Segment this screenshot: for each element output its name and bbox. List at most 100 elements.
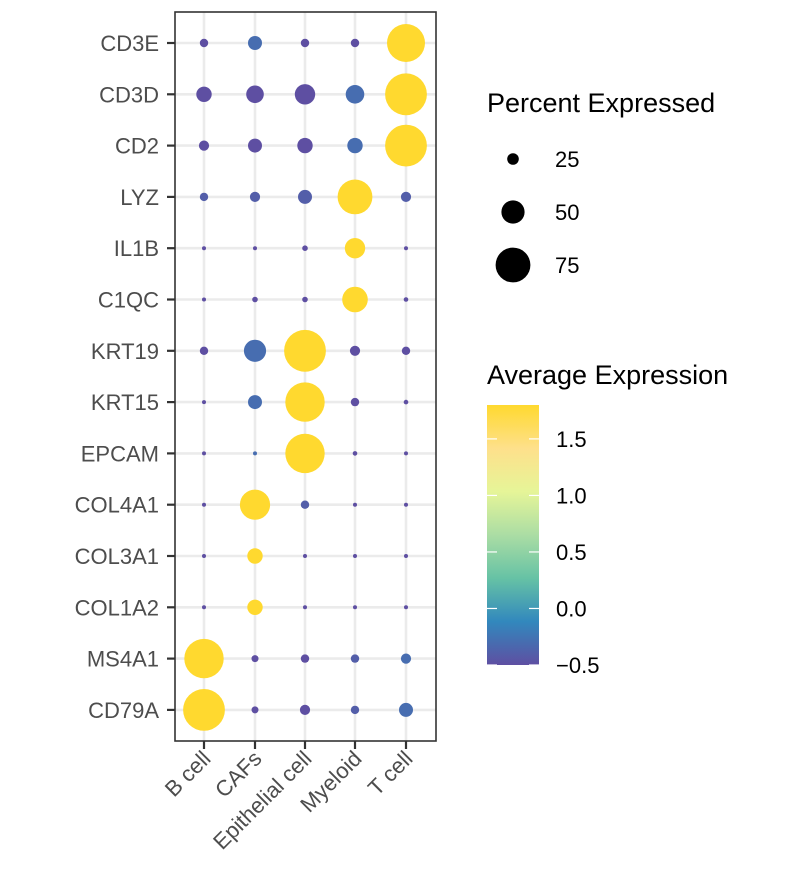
dot <box>284 329 326 372</box>
dot <box>247 599 263 615</box>
dot <box>199 192 209 202</box>
y-tick-label: IL1B <box>114 236 159 261</box>
dot <box>253 451 257 456</box>
y-tick-label: COL3A1 <box>75 544 159 569</box>
size-legend-title: Percent Expressed <box>487 88 715 118</box>
dot <box>399 702 413 717</box>
y-tick-label: CD79A <box>88 698 159 723</box>
dot <box>196 86 212 103</box>
dot <box>350 38 360 48</box>
colorbar-label: 1.0 <box>556 483 587 508</box>
y-tick-label: KRT15 <box>91 390 159 415</box>
dot <box>239 489 271 520</box>
dot <box>199 346 209 355</box>
color-legend-title: Average Expression <box>487 360 728 390</box>
colorbar-label: 0.0 <box>556 596 587 621</box>
dot <box>249 191 261 202</box>
dot <box>347 137 363 154</box>
colorbar-label: 0.5 <box>556 540 587 565</box>
dot <box>303 554 307 558</box>
dot <box>202 246 206 251</box>
colorbar-label: 1.5 <box>556 427 587 452</box>
dot <box>198 140 210 151</box>
dot <box>302 245 308 251</box>
dot <box>342 286 368 313</box>
dot <box>248 395 262 410</box>
y-tick-label: EPCAM <box>81 441 159 466</box>
dot <box>353 502 357 507</box>
dot <box>350 654 360 663</box>
dot <box>202 605 206 610</box>
dot <box>183 689 225 731</box>
dot <box>400 653 412 664</box>
dot <box>353 554 357 558</box>
dot <box>251 655 259 663</box>
dot <box>404 605 408 610</box>
dot <box>202 554 206 558</box>
dot <box>285 382 325 422</box>
dot <box>345 85 365 104</box>
dot <box>299 704 311 716</box>
y-tick-label: CD2 <box>115 134 159 159</box>
x-tick-label: T cell <box>363 746 418 801</box>
size-legend-label: 75 <box>555 253 579 278</box>
plot-panel <box>174 11 437 742</box>
y-tick-label: KRT19 <box>91 339 159 364</box>
dot <box>243 339 267 362</box>
colorbar <box>487 405 539 665</box>
dot <box>337 179 373 215</box>
dot <box>199 38 209 48</box>
colorbar-label: −0.5 <box>556 653 599 678</box>
y-tick-label: COL1A2 <box>75 595 159 620</box>
size-legend-label: 50 <box>555 200 579 225</box>
size-legend-key <box>507 153 519 165</box>
dot <box>246 85 264 104</box>
dot <box>184 638 224 679</box>
size-legend-key <box>495 247 531 283</box>
dot <box>251 706 259 714</box>
dot <box>300 654 310 663</box>
y-tick-label: COL4A1 <box>75 493 159 518</box>
color-legend: Average Expression −0.5 0.0 0.5 1.0 1.5 <box>487 360 728 678</box>
dot <box>401 346 411 355</box>
dot <box>387 24 425 62</box>
size-legend-key <box>501 200 525 224</box>
size-legend: Percent Expressed 25 50 75 <box>487 88 715 283</box>
dot <box>300 500 310 509</box>
dot <box>404 554 408 558</box>
dot <box>202 297 206 302</box>
dot <box>248 36 262 50</box>
y-tick-label: CD3E <box>100 31 159 56</box>
dot <box>404 246 408 251</box>
dot <box>297 137 313 154</box>
dots <box>183 24 427 731</box>
dot <box>303 605 307 610</box>
dot <box>285 433 325 474</box>
dot <box>202 451 206 456</box>
dot <box>403 297 409 302</box>
dot <box>385 73 427 116</box>
dot <box>350 397 360 407</box>
dot <box>403 399 409 405</box>
dot <box>294 84 316 105</box>
dot <box>247 548 263 564</box>
dot <box>202 400 206 405</box>
dot <box>400 191 412 202</box>
dot <box>248 138 262 153</box>
dot <box>298 189 312 204</box>
y-tick-label: MS4A1 <box>87 647 159 672</box>
dot <box>353 605 357 610</box>
size-legend-label: 25 <box>555 147 579 172</box>
dot <box>385 124 427 167</box>
dot <box>300 38 310 48</box>
dot <box>252 296 258 303</box>
dot <box>202 502 206 507</box>
dot <box>404 502 408 507</box>
dot <box>352 451 358 456</box>
y-axis: CD3E CD3D CD2 LYZ IL1B C1QC KRT19 KRT15 EPCAM COL… <box>75 31 175 723</box>
x-tick-label: B cell <box>160 746 216 802</box>
y-tick-label: C1QC <box>98 288 159 313</box>
dot <box>350 705 360 715</box>
